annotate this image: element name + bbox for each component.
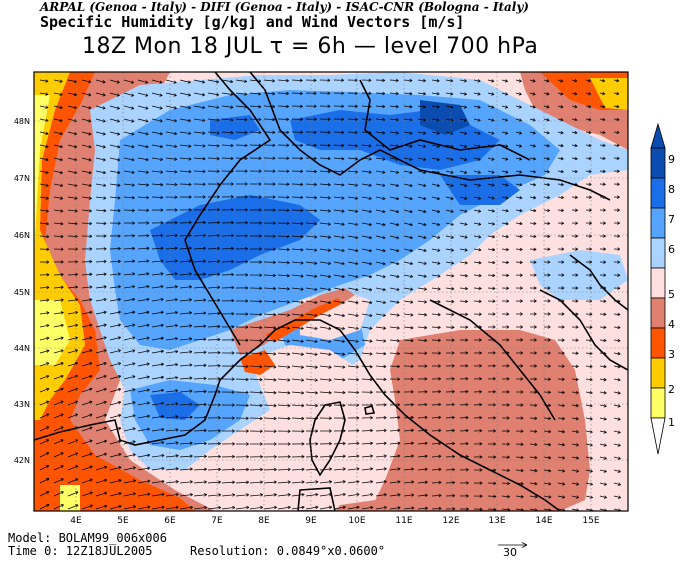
colorbar-top-cap [650,122,666,149]
chart-subtitle: 18Z Mon 18 JUL τ = 6h — level 700 hPa [82,34,539,59]
lat-label-47n: 47N [14,174,30,183]
lon-label-15e: 15E [582,516,599,526]
lat-label-48n: 48N [14,117,30,126]
colorbar-label-2: 2 [668,383,675,396]
colorbar-band-8 [650,177,666,209]
lat-label-45n: 45N [14,288,30,297]
chart-title: Specific Humidity [g/kg] and Wind Vector… [40,13,465,31]
lat-label-46n: 46N [14,231,30,240]
colorbar-bottom-cap [650,417,666,455]
footer-resolution: Resolution: 0.0849°x0.0600° [190,544,386,558]
colorbar-label-8: 8 [668,183,675,196]
lon-label-8e: 8E [258,516,270,526]
footer-time: Time 0: 12Z18JUL2005 [8,544,153,558]
lat-label-42n: 42N [14,456,30,465]
colorbar-label-9: 9 [668,153,675,166]
colorbar-band-3 [650,327,666,359]
lon-label-5e: 5E [117,516,129,526]
colorbar-band-9 [650,147,666,179]
colorbar-band-7 [650,207,666,239]
colorbar-label-4: 4 [668,318,675,331]
colorbar-band-4 [650,297,666,329]
lat-label-43n: 43N [14,400,30,409]
map-frame [33,71,629,512]
lon-label-9e: 9E [305,516,317,526]
lat-label-44n: 44N [14,344,30,353]
colorbar-label-6: 6 [668,243,675,256]
footer-model: Model: BOLAM99_006x006 [8,531,167,545]
lon-label-13e: 13E [488,516,505,526]
wind-reference: 30 [498,542,528,559]
colorbar-label-5: 5 [668,288,675,301]
colorbar-band-1 [650,387,666,419]
lon-label-12e: 12E [442,516,459,526]
institutions-header: ARPAL (Genoa - Italy) - DIFI (Genoa - It… [40,0,529,14]
colorbar-band-5 [650,267,666,299]
lon-label-6e: 6E [164,516,176,526]
wind-vectors [39,78,622,511]
colorbar-band-6 [650,237,666,269]
lon-label-11e: 11E [395,516,412,526]
lon-label-4e: 4E [70,516,82,526]
colorbar-label-7: 7 [668,213,675,226]
grid-lines [34,72,628,511]
lon-label-14e: 14E [535,516,552,526]
wind-reference-value: 30 [503,546,517,559]
colorbar [650,122,666,455]
colorbar-label-1: 1 [668,416,675,429]
colorbar-label-3: 3 [668,348,675,361]
colorbar-band-2 [650,357,666,389]
lon-label-7e: 7E [211,516,223,526]
lon-label-10e: 10E [348,516,365,526]
